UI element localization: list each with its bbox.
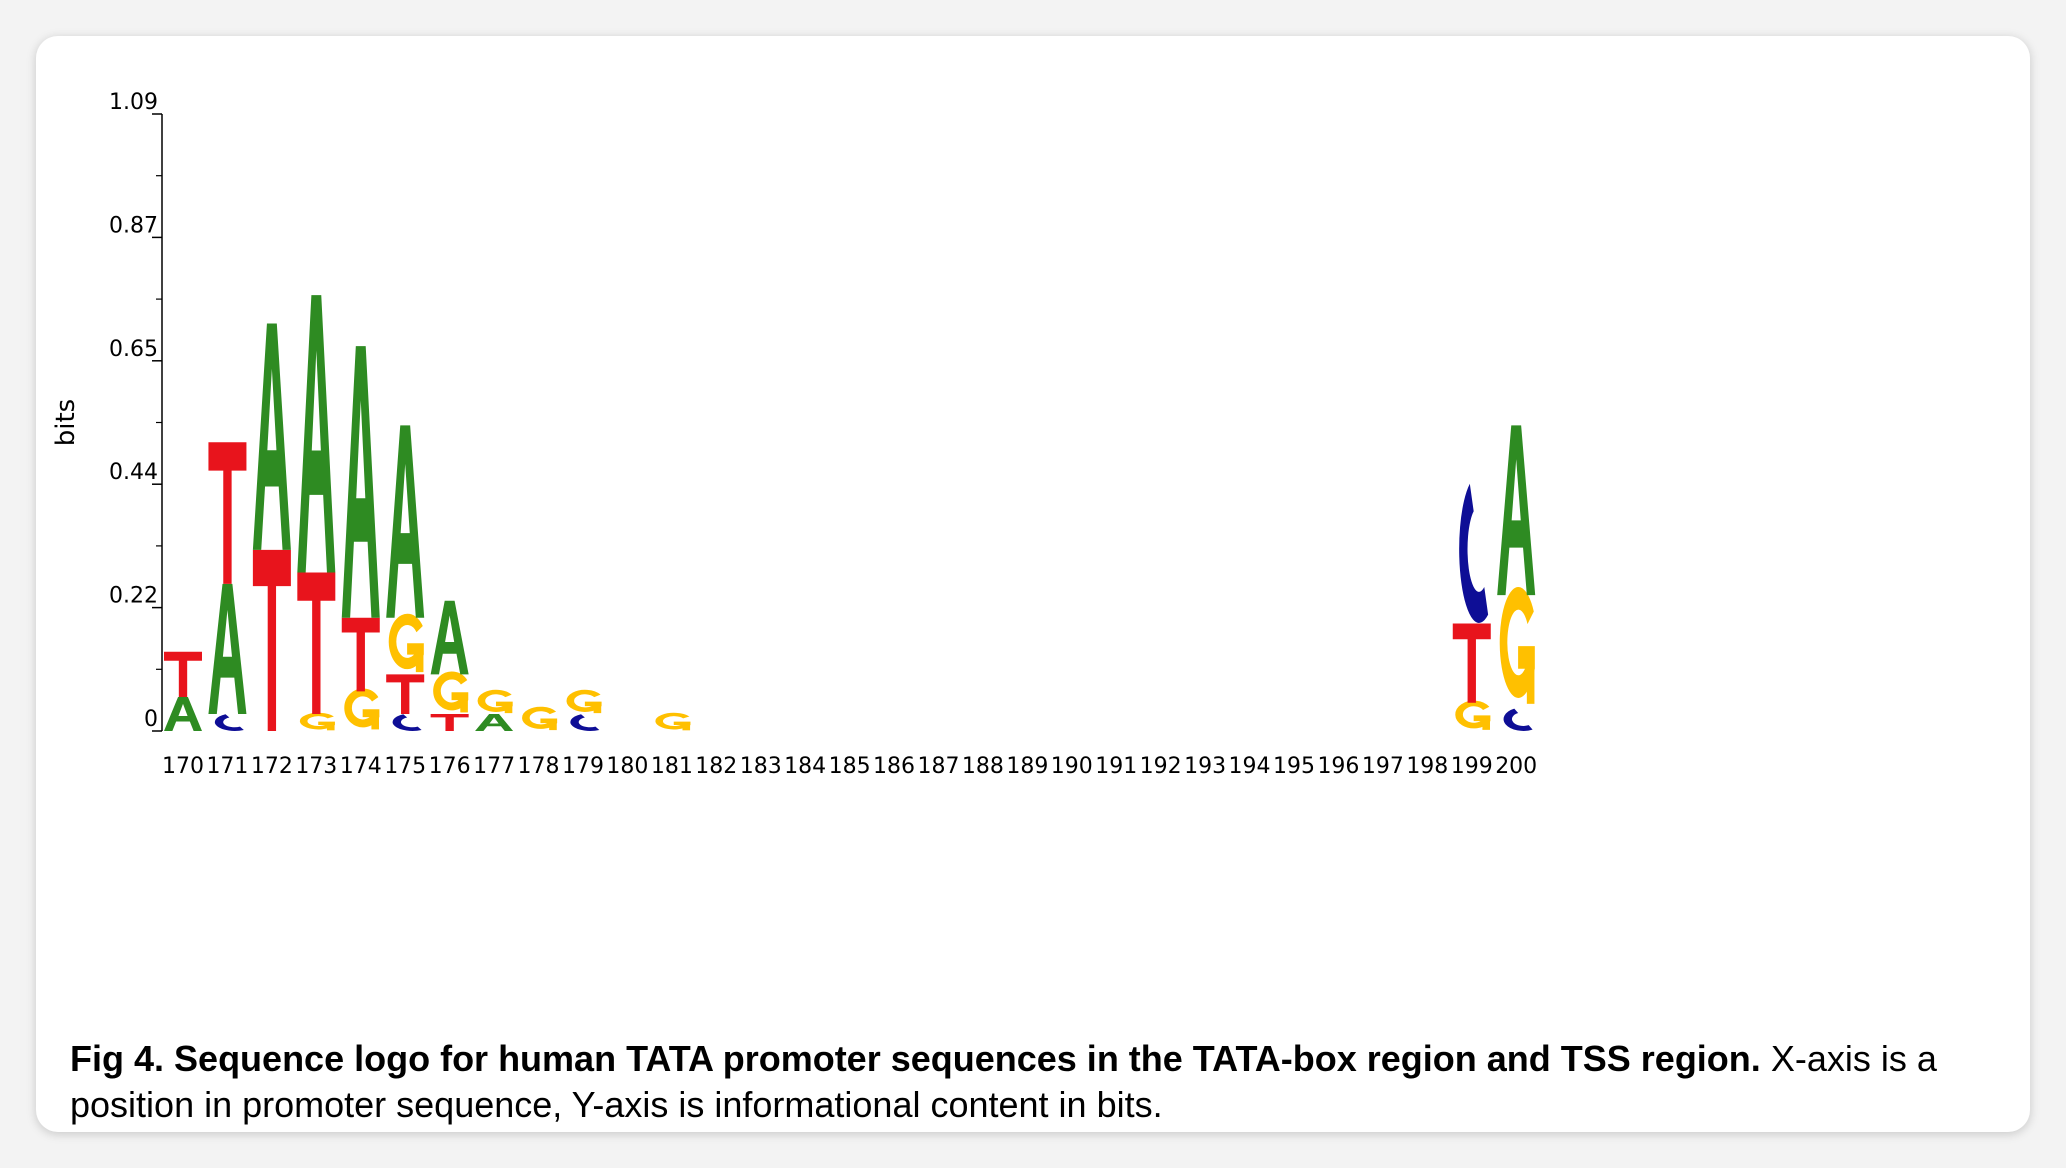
logo-letter-t: [252, 549, 291, 731]
y-tick-label: 0.65: [109, 337, 158, 362]
x-tick-label: 182: [695, 754, 737, 779]
x-tick-label: 196: [1317, 754, 1359, 779]
logo-letter-c: [570, 714, 600, 731]
x-tick-label: 190: [1051, 754, 1093, 779]
x-tick-label: 189: [1006, 754, 1048, 779]
logo-letter-a: [1497, 425, 1536, 596]
figure-card: 0 0.22 0.44 0.65 0.87 1.09 bits 170 171 172 173 174…: [36, 36, 2030, 1132]
logo-letter-t: [1452, 623, 1491, 703]
x-tick-label: 184: [784, 754, 826, 779]
logo-letter-g: [299, 712, 335, 731]
logo-letter-a: [430, 600, 469, 675]
logo-letter-g: [1455, 700, 1491, 730]
logo-letter-c: [214, 714, 244, 731]
logo-letter-g: [1499, 587, 1535, 704]
x-tick-label: 195: [1273, 754, 1315, 779]
logo-letter-a: [252, 323, 291, 550]
x-tick-label: 175: [384, 754, 426, 779]
logo-letter-a: [475, 714, 514, 731]
logo-letter-t: [208, 442, 247, 584]
logo-letter-t: [164, 651, 202, 698]
x-tick-label: 199: [1451, 754, 1493, 779]
logo-letter-g: [344, 688, 380, 730]
y-axis-label: bits: [51, 399, 81, 446]
x-tick-label: 193: [1184, 754, 1226, 779]
x-tick-label: 180: [606, 754, 648, 779]
x-tick-label: 198: [1406, 754, 1448, 779]
logo-letter-g: [477, 689, 513, 714]
x-tick-label: 194: [1229, 754, 1271, 779]
sequence-logo-chart: 0 0.22 0.44 0.65 0.87 1.09 bits 170 171 172 173 174…: [51, 90, 1537, 779]
logo-letter-g: [522, 706, 558, 731]
logo-letter-a: [297, 295, 336, 573]
caption-label: Fig 4.: [70, 1038, 165, 1079]
x-tick-label: 191: [1095, 754, 1137, 779]
logo-letter-t: [341, 617, 380, 692]
x-tick-label: 186: [873, 754, 915, 779]
logo-letter-a: [208, 583, 247, 715]
y-tick-label: 1.09: [109, 90, 158, 115]
caption-title: Sequence logo for human TATA promoter se…: [174, 1038, 1761, 1079]
logo-letter-t: [386, 674, 425, 715]
x-tick-label: 178: [518, 754, 560, 779]
y-tick-label: 0.87: [109, 213, 158, 238]
figure-caption: Fig 4. Sequence logo for human TATA prom…: [70, 1036, 1970, 1128]
x-tick-label: 187: [917, 754, 959, 779]
y-tick-label: 0.22: [109, 584, 158, 609]
x-tick-label: 172: [251, 754, 293, 779]
logo-letter-t: [297, 572, 336, 715]
x-tick-label: 200: [1495, 754, 1537, 779]
x-tick-label: 183: [740, 754, 782, 779]
logo-letter-g: [655, 712, 691, 731]
x-tick-label: 170: [162, 754, 204, 779]
logo-letter-g: [566, 689, 602, 714]
logo-letter-a: [164, 697, 202, 731]
logo-letter-c: [392, 714, 422, 731]
x-tick-label: 192: [1140, 754, 1182, 779]
x-tick-label: 188: [962, 754, 1004, 779]
x-tick-label: 171: [206, 754, 248, 779]
caption-text: X-axis is a position in promoter sequenc…: [70, 1038, 1937, 1125]
x-tick-label: 176: [429, 754, 471, 779]
logo-letter-t: [430, 714, 469, 731]
y-tick-label: 0: [144, 707, 158, 732]
x-tick-label: 174: [340, 754, 382, 779]
logo-letter-g: [433, 671, 469, 713]
x-tick-label: 177: [473, 754, 515, 779]
x-tick-label: 181: [651, 754, 693, 779]
y-tick-label: 0.44: [109, 460, 158, 485]
logo-letter-a: [341, 346, 380, 618]
x-tick-label: 197: [1362, 754, 1404, 779]
logo-letter-c: [1459, 483, 1489, 623]
logo-letter-g: [388, 613, 424, 673]
logo-letter-c: [1503, 708, 1533, 731]
x-tick-label: 179: [562, 754, 604, 779]
x-tick-label: 185: [829, 754, 871, 779]
x-tick-label: 173: [295, 754, 337, 779]
logo-letter-a: [386, 425, 425, 618]
